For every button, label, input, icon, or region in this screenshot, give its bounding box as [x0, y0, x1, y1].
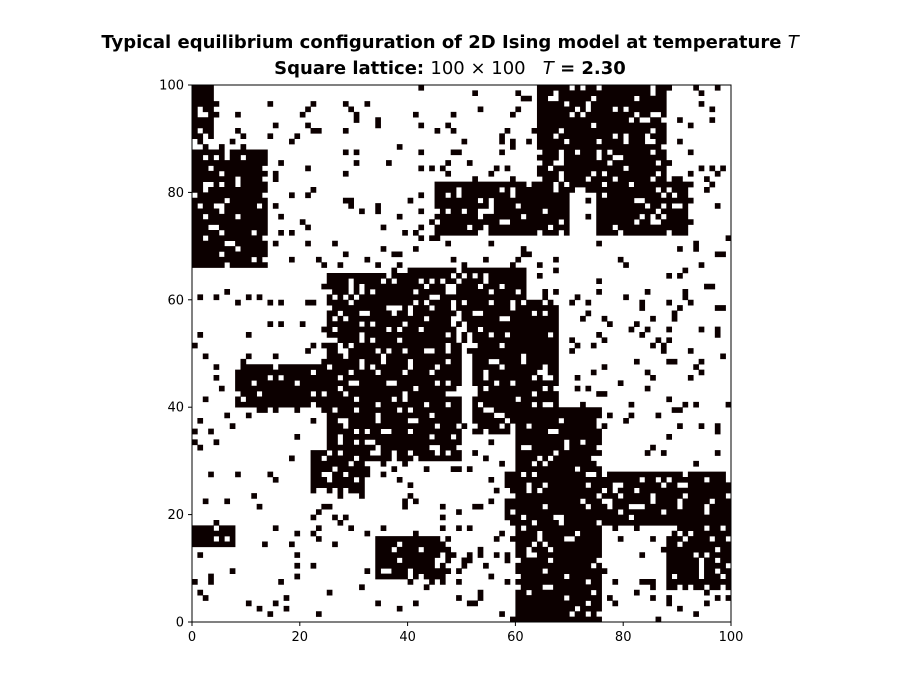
chart-title-temperature-symbol: T — [787, 32, 799, 53]
chart-title-line-2: Square lattice: 100 × 100 T = 2.30 — [0, 58, 900, 79]
spin-down-cells — [192, 85, 732, 623]
x-tick-label: 80 — [615, 630, 632, 645]
y-tick-label: 60 — [167, 293, 184, 308]
y-axis: 0 20 40 60 80 100 — [159, 79, 192, 631]
chart-title-line-1: Typical equilibrium configuration of 2D … — [0, 32, 900, 53]
x-tick-label: 20 — [292, 630, 309, 645]
y-tick-label: 0 — [176, 616, 184, 631]
chart-subtitle-temperature-symbol: T — [542, 58, 554, 79]
chart-subtitle-temperature-value: = 2.30 — [553, 58, 626, 79]
y-tick-label: 80 — [167, 186, 184, 201]
y-tick-label: 100 — [159, 79, 184, 94]
x-axis: 0 20 40 60 80 100 — [188, 622, 744, 645]
plot-frame — [191, 84, 732, 623]
chart-subtitle-lattice-size: 100 × 100 — [430, 58, 526, 79]
chart-subtitle-prefix: Square lattice: — [274, 58, 431, 79]
x-tick-label: 60 — [507, 630, 524, 645]
y-tick-label: 20 — [167, 508, 184, 523]
lattice-cells — [192, 85, 732, 623]
x-tick-label: 0 — [188, 630, 196, 645]
x-tick-label: 100 — [719, 630, 744, 645]
y-tick-label: 40 — [167, 401, 184, 416]
x-tick-label: 40 — [399, 630, 416, 645]
chart-title-text: Typical equilibrium configuration of 2D … — [101, 32, 788, 53]
